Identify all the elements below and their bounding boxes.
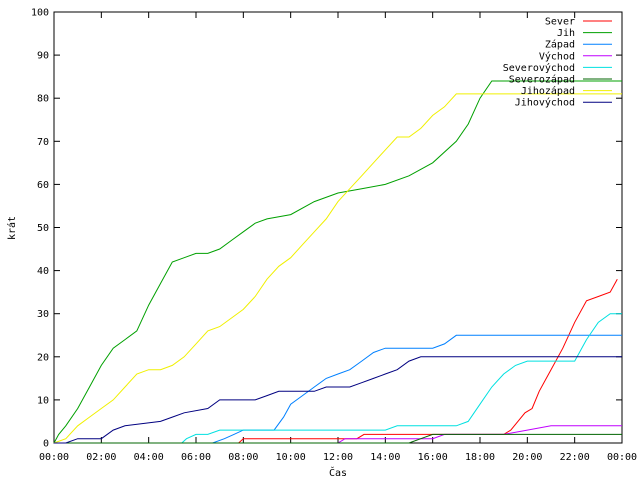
y-tick-label: 30 [37,309,49,320]
series-line-jih [53,80,622,444]
axis-ticks [53,11,623,444]
x-tick-label: 08:00 [228,452,258,463]
series-line-severozapad [54,433,622,444]
series-line-sever [54,278,618,444]
x-tick-label: 02:00 [86,452,116,463]
y-tick-label: 100 [31,8,49,19]
x-tick-label: 00:00 [607,452,637,463]
y-tick-label: 0 [43,439,49,450]
x-tick-label: 20:00 [512,452,542,463]
x-tick-label: 16:00 [418,452,448,463]
legend-label-vychod: Východ [539,50,575,62]
legend-label-severozapad: Severozápad [509,74,575,86]
x-tick-label: 22:00 [560,452,590,463]
legend-label-sever: Sever [545,17,575,28]
legend-label-zapad: Západ [545,39,575,51]
x-axis-label: Čas [329,466,347,479]
legend: SeverJihZápadVýchodSeverovýchodSeverozáp… [503,17,612,109]
y-tick-label: 60 [37,180,49,191]
y-tick-label: 10 [37,395,49,406]
y-tick-label: 90 [37,51,49,62]
series-line-severovychod [54,313,622,444]
x-tick-label: 00:00 [39,452,69,463]
series-line-jihozapad [53,93,622,444]
x-tick-label: 12:00 [323,452,353,463]
legend-label-jihozapad: Jihozápad [521,85,575,97]
x-tick-label: 10:00 [276,452,306,463]
y-tick-label: 80 [37,94,49,105]
y-tick-label: 40 [37,266,49,277]
legend-label-severovychod: Severovýchod [503,62,575,74]
y-axis-label: krát [6,216,18,240]
x-tick-label: 18:00 [465,452,495,463]
series-lines [53,80,622,444]
legend-label-jihovychod: Jihovýchod [515,97,575,109]
tick-labels: 0 10 20 30 40 50 60 70 80 90 100 00:00 02:00 04:00 06:… [31,8,637,464]
x-tick-label: 04:00 [134,452,164,463]
y-tick-label: 70 [37,137,49,148]
legend-label-jih: Jih [557,28,575,39]
y-tick-label: 50 [37,223,49,234]
series-line-zapad [54,334,622,444]
x-tick-label: 14:00 [370,452,400,463]
series-line-jihovychod [54,356,622,444]
x-tick-label: 06:00 [181,452,211,463]
y-tick-label: 20 [37,352,49,363]
